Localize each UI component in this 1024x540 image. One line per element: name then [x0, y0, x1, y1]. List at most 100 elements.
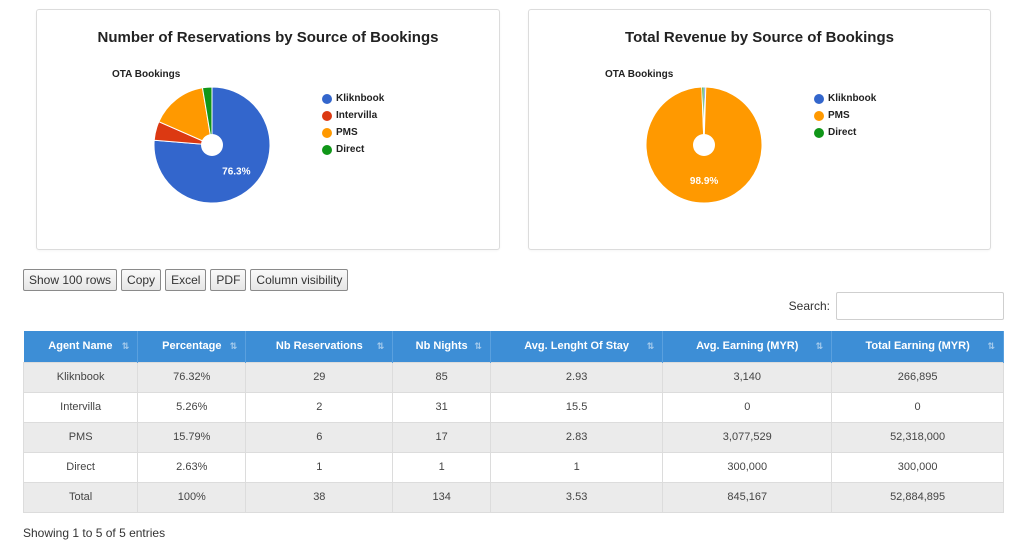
table-body: Kliknbook 76.32% 29 85 2.93 3,140 266,895 Inter… [22, 361, 1004, 513]
table-cell: 17 [392, 421, 491, 453]
legend-swatch [322, 127, 332, 138]
column-header-label: Avg. Earning (MYR) [696, 340, 799, 353]
table-row: Intervilla 5.26% 2 31 15.5 0 0 [22, 391, 1004, 423]
legend-label: PMS [336, 127, 358, 138]
reservations-legend: Kliknbook Intervilla PMS Direct [322, 90, 384, 158]
pie-slice[interactable] [153, 86, 271, 204]
column-header[interactable]: Total Earning (MYR) ⇅ [831, 331, 1004, 362]
table-cell: 134 [392, 481, 491, 513]
table-cell: 31 [392, 391, 491, 423]
table-cell: 0 [662, 391, 833, 423]
legend-label: PMS [828, 110, 850, 121]
table-cell: 3,140 [662, 361, 833, 393]
table-row: Direct 2.63% 1 1 1 300,000 300,000 [22, 451, 1004, 483]
copy-button[interactable]: Copy [121, 269, 162, 291]
legend-item[interactable]: Intervilla [322, 107, 384, 124]
table-cell: 15.79% [137, 421, 247, 453]
search-input[interactable] [836, 292, 1004, 320]
sort-icon: ⇅ [376, 341, 385, 351]
reservations-pie: 76.3% [153, 86, 271, 204]
pie-subtitle: OTA Bookings [605, 69, 674, 80]
table-cell: 2.93 [489, 361, 664, 393]
table-cell: Intervilla [22, 391, 139, 423]
sort-icon: ⇅ [121, 341, 130, 351]
legend-item[interactable]: Kliknbook [322, 90, 384, 107]
table-cell: 2.83 [489, 421, 664, 453]
legend-item[interactable]: PMS [814, 107, 876, 124]
table-cell: Direct [22, 451, 139, 483]
legend-label: Direct [828, 127, 857, 138]
table-row: Total 100% 38 134 3.53 845,167 52,884,895 [22, 481, 1004, 513]
legend-item[interactable]: PMS [322, 124, 384, 141]
table-cell: 85 [392, 361, 491, 393]
legend-item[interactable]: Direct [322, 141, 384, 158]
agents-table: Agent Name ⇅ Percentage ⇅ Nb Reservations ⇅ Nb… [22, 331, 1004, 513]
pie-subtitle: OTA Bookings [112, 69, 181, 80]
revenue-legend: Kliknbook PMS Direct [814, 90, 876, 141]
table-cell: 1 [392, 451, 491, 483]
table-cell: 2.63% [137, 451, 247, 483]
column-header[interactable]: Nb Reservations ⇅ [245, 331, 394, 362]
table-cell: 0 [831, 391, 1004, 423]
table-cell: 845,167 [662, 481, 833, 513]
legend-label: Direct [336, 144, 365, 155]
legend-swatch [322, 93, 332, 104]
column-header-label: Total Earning (MYR) [865, 340, 970, 353]
table-cell: Total [22, 481, 139, 513]
legend-swatch [322, 144, 332, 155]
column-header[interactable]: Agent Name ⇅ [23, 331, 139, 362]
search-box: Search: [789, 292, 1004, 320]
column-header-label: Agent Name [48, 340, 113, 353]
legend-swatch [814, 127, 824, 138]
pie-slice[interactable] [158, 87, 213, 146]
legend-swatch [814, 93, 824, 104]
table-cell: 29 [245, 361, 394, 393]
legend-label: Intervilla [336, 110, 378, 121]
revenue-chart-card: Total Revenue by Source of Bookings OTA … [528, 9, 991, 250]
legend-item[interactable]: Kliknbook [814, 90, 876, 107]
pie-slice-label: 76.3% [222, 166, 250, 177]
column-visibility-button[interactable]: Column visibility [250, 269, 349, 291]
table-cell: 1 [489, 451, 664, 483]
column-header[interactable]: Percentage ⇅ [137, 331, 247, 362]
column-header[interactable]: Avg. Lenght Of Stay ⇅ [490, 331, 664, 362]
sort-icon: ⇅ [646, 341, 655, 351]
table-cell: 3,077,529 [662, 421, 833, 453]
revenue-pie: 98.9% [645, 86, 763, 204]
table-cell: PMS [22, 421, 139, 453]
chart-title: Number of Reservations by Source of Book… [97, 29, 439, 46]
table-cell: 266,895 [831, 361, 1004, 393]
sort-icon: ⇅ [987, 341, 995, 351]
pie-slice[interactable] [201, 86, 213, 146]
table-header-row: Agent Name ⇅ Percentage ⇅ Nb Reservations ⇅ Nb… [23, 331, 1004, 362]
column-header[interactable]: Avg. Earning (MYR) ⇅ [662, 331, 833, 362]
table-cell: 76.32% [137, 361, 247, 393]
legend-swatch [814, 110, 824, 121]
legend-label: Kliknbook [336, 93, 385, 104]
table-cell: 52,884,895 [831, 481, 1004, 513]
table-cell: 3.53 [489, 481, 664, 513]
table-cell: 300,000 [662, 451, 833, 483]
table-cell: 6 [245, 421, 394, 453]
pie-slice[interactable] [701, 86, 705, 146]
table-toolbar: Show 100 rows Copy Excel PDF Column visi… [23, 269, 349, 291]
table-cell: 52,318,000 [831, 421, 1004, 453]
table-row: PMS 15.79% 6 17 2.83 3,077,529 52,318,000 [22, 421, 1004, 453]
show-rows-button[interactable]: Show 100 rows [23, 269, 118, 291]
legend-swatch [322, 110, 332, 121]
sort-icon: ⇅ [474, 341, 482, 351]
legend-label: Kliknbook [828, 93, 877, 104]
excel-button[interactable]: Excel [165, 269, 207, 291]
column-header-label: Avg. Lenght Of Stay [524, 340, 629, 353]
table-cell: Kliknbook [22, 361, 139, 393]
legend-item[interactable]: Direct [814, 124, 876, 141]
table-cell: 5.26% [137, 391, 247, 423]
column-header[interactable]: Nb Nights ⇅ [392, 331, 491, 362]
column-header-label: Percentage [162, 340, 222, 353]
table-cell: 2 [245, 391, 394, 423]
pdf-button[interactable]: PDF [210, 269, 247, 291]
sort-icon: ⇅ [815, 341, 824, 351]
pie-center-hole [201, 134, 223, 156]
reservations-chart-card: Number of Reservations by Source of Book… [36, 9, 500, 250]
table-cell: 1 [245, 451, 394, 483]
